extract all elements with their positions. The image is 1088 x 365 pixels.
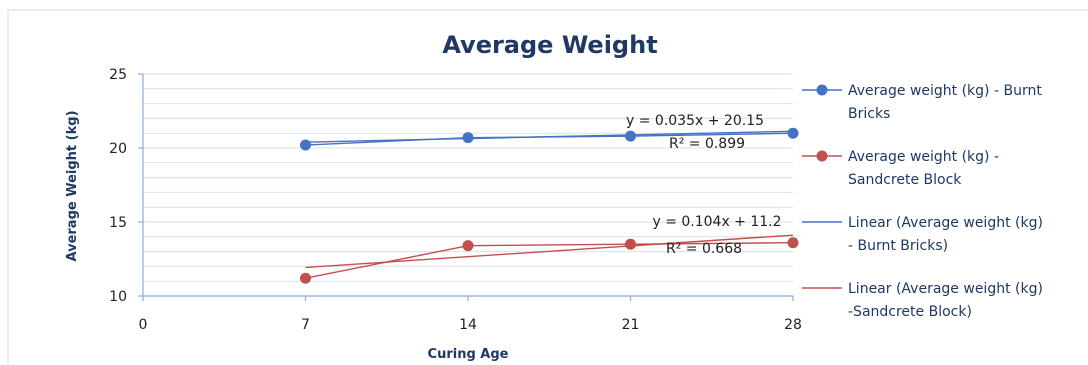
data-point [787,127,799,139]
series-line-1 [305,132,794,146]
trendline-r2: R² = 0.668 [666,241,742,257]
legend-label: Sandcrete Block [848,172,962,188]
trendline-equation: y = 0.104x + 11.2 [652,214,781,230]
data-point [625,238,636,250]
trendline-equation: y = 0.035x + 20.15 [626,113,764,129]
data-point [462,240,474,252]
legend-marker [816,150,828,162]
x-tick-label: 14 [459,317,477,333]
y-tick-label: 15 [109,215,127,231]
legend-label: Average weight (kg) - Burnt [848,83,1042,99]
x-axis-label: Curing Age [428,347,509,362]
x-tick-label: 21 [622,317,640,333]
legend-trendline-2: Linear (Average weight (kg) -Sandcrete Bl… [802,281,1043,320]
legend-label: Linear (Average weight (kg) [848,215,1043,231]
data-point [462,132,474,144]
trendline-r2: R² = 0.899 [669,136,745,152]
series-line-2 [305,242,794,279]
legend-label: Linear (Average weight (kg) [848,281,1043,297]
legend-label: Bricks [848,106,890,122]
legend-marker [816,84,828,96]
y-tick-label: 25 [109,67,127,83]
chart-title: Average Weight [442,31,657,59]
data-point [625,130,636,142]
legend-trendline-1: Linear (Average weight (kg) - Burnt Brick… [802,215,1043,254]
data-point [300,272,311,284]
legend-series-2: Average weight (kg) - Sandcrete Block [802,149,999,188]
legend-label: - Burnt Bricks) [848,238,948,254]
y-tick-label: 10 [109,289,127,305]
y-tick-label: 20 [109,141,127,157]
legend-label: -Sandcrete Block) [848,304,972,320]
x-tick-label: 28 [784,317,802,333]
data-point [787,237,799,249]
y-axis-label: Average Weight (kg) [65,110,80,261]
x-tick-label: 7 [301,317,310,333]
legend-series-1: Average weight (kg) - Burnt Bricks [802,83,1042,122]
legend-label: Average weight (kg) - [848,149,999,165]
x-tick-label: 0 [139,317,148,333]
data-point [300,139,311,151]
